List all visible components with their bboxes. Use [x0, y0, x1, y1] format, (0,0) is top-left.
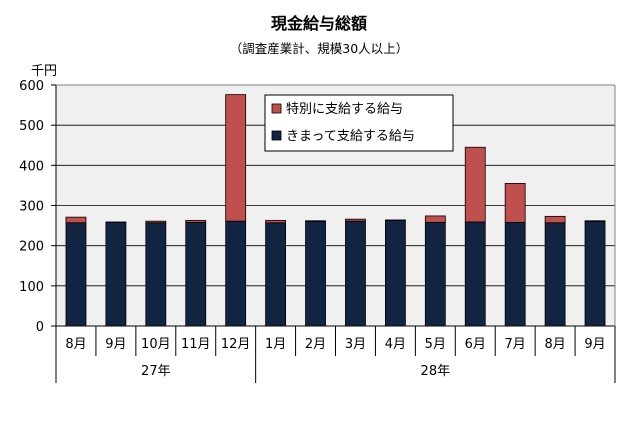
legend-box [264, 94, 454, 152]
x-tick-label: 3月 [345, 337, 366, 352]
x-tick-label: 1月 [265, 337, 286, 352]
x-tick-label: 9月 [105, 337, 126, 352]
bar-special [225, 94, 247, 222]
bar-regular [145, 222, 167, 327]
x-tick-label: 7月 [505, 337, 526, 352]
bar-regular [65, 222, 87, 327]
bar-regular [105, 221, 127, 327]
y-tick-label: 200 [19, 240, 44, 255]
x-tick-label: 8月 [544, 337, 565, 352]
year-label: 27年 [141, 364, 171, 379]
x-tick-label: 5月 [425, 337, 446, 352]
x-tick-label: 8月 [65, 337, 86, 352]
bar-regular [345, 220, 366, 327]
x-tick-label: 12月 [221, 337, 251, 352]
legend-label-special: 特別に支給する給与 [286, 102, 403, 117]
y-tick-label: 300 [19, 200, 44, 215]
bar-special [265, 219, 287, 224]
bar-special [305, 220, 326, 222]
bar-regular [584, 221, 606, 327]
bar-special [504, 183, 526, 223]
chart-subtitle: （調査産業計、規模30人以上） [229, 41, 409, 56]
bar-regular [265, 222, 287, 327]
x-tick-label: 6月 [465, 337, 486, 352]
y-tick-label: 0 [36, 320, 44, 335]
bar-regular [544, 222, 566, 327]
bar-regular [424, 221, 446, 327]
bar-regular [305, 221, 326, 327]
bar-regular [464, 221, 486, 327]
x-tick-label: 9月 [584, 337, 605, 352]
bar-regular [504, 221, 526, 327]
y-tick-label: 400 [19, 159, 44, 174]
year-label: 28年 [421, 364, 451, 379]
legend: 特別に支給する給与 きまって支給する給与 [264, 94, 454, 152]
legend-label-regular: きまって支給する給与 [286, 129, 415, 144]
bar-regular [225, 220, 247, 327]
x-tick-label: 10月 [141, 337, 171, 352]
chart-title: 現金給与総額 [270, 14, 367, 33]
x-tick-label: 11月 [181, 337, 211, 352]
bar-regular [185, 221, 207, 327]
bar-special [584, 220, 606, 222]
bar-special [185, 219, 207, 223]
bar-special [345, 218, 366, 222]
bar-regular [384, 219, 406, 327]
y-unit-label: 千円 [31, 64, 57, 79]
legend-swatch-regular [271, 130, 282, 141]
y-tick-label: 500 [19, 119, 44, 134]
x-tick-label: 2月 [305, 337, 326, 352]
bar-special [65, 216, 87, 224]
bar-special [544, 215, 566, 224]
y-tick-label: 100 [19, 280, 44, 295]
bar-special [464, 146, 486, 223]
legend-swatch-special [271, 103, 282, 114]
bar-special [145, 220, 167, 224]
x-tick-label: 4月 [385, 337, 406, 352]
bar-special [424, 215, 446, 223]
y-tick-label: 600 [19, 79, 44, 94]
